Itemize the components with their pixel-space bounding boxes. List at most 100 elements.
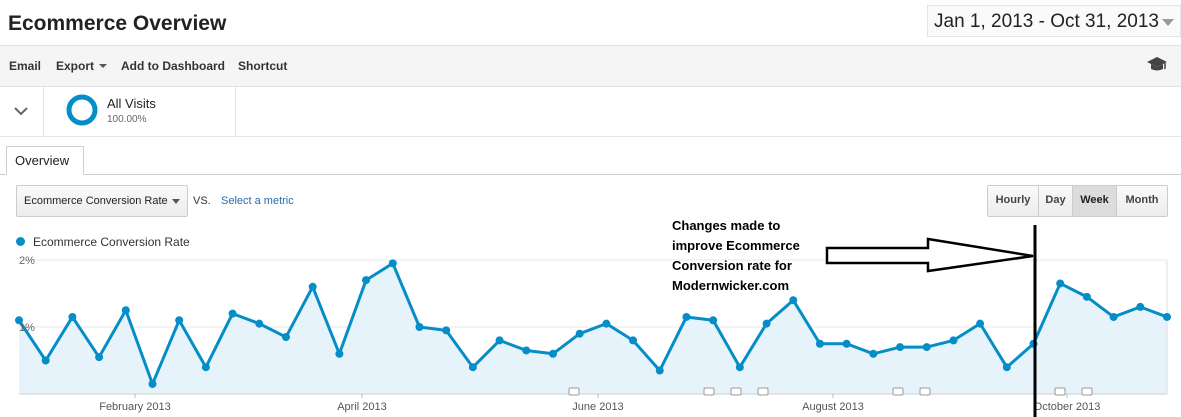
page-title: Ecommerce Overview — [8, 12, 227, 35]
annotation-marker-icon[interactable] — [757, 387, 769, 396]
data-point — [415, 323, 424, 331]
chevron-down-icon — [172, 199, 180, 204]
annotation-line: Modernwicker.com — [672, 278, 790, 293]
data-point — [949, 336, 958, 345]
data-point — [1082, 292, 1091, 301]
export-label: Export — [56, 59, 95, 73]
annotation-line: Changes made to — [672, 218, 781, 233]
y-tick-label: 1% — [19, 322, 35, 334]
export-button[interactable]: Export — [56, 59, 108, 73]
segment-percent: 100.00% — [107, 114, 147, 125]
data-point — [869, 349, 878, 358]
data-point — [442, 326, 451, 335]
data-point — [655, 366, 664, 375]
segment-bar — [0, 87, 1181, 137]
chevron-down-icon — [14, 107, 28, 116]
x-tick-label: June 2013 — [572, 401, 623, 413]
data-point — [682, 312, 691, 321]
data-point — [1109, 312, 1118, 321]
divider — [235, 87, 236, 136]
segment-ring-icon — [66, 94, 98, 126]
annotation-text: Changes made to improve Ecommerce Conver… — [672, 216, 852, 296]
data-point — [41, 356, 50, 365]
data-point — [468, 363, 477, 372]
chart-legend: Ecommerce Conversion Rate — [16, 235, 190, 249]
annotation-marker-icon[interactable] — [892, 387, 904, 396]
data-point — [121, 306, 130, 315]
graduation-cap-icon[interactable] — [1146, 56, 1168, 74]
data-point — [1163, 312, 1171, 321]
series-line — [17, 261, 1168, 386]
data-point — [15, 316, 23, 325]
data-point — [175, 316, 184, 325]
data-point — [1136, 302, 1145, 311]
x-tick-label: April 2013 — [337, 401, 387, 413]
toolbar: Email Export Add to Dashboard Shortcut — [0, 45, 1181, 87]
data-point — [1002, 363, 1011, 372]
hourly-button[interactable]: Hourly — [988, 186, 1039, 216]
legend-dot — [16, 237, 25, 246]
month-button[interactable]: Month — [1117, 186, 1167, 216]
data-point — [842, 339, 851, 348]
email-button[interactable]: Email — [9, 59, 42, 73]
data-point — [976, 319, 985, 328]
tab-overview[interactable]: Overview — [6, 146, 84, 175]
arrow-icon — [825, 237, 1034, 273]
metric-select-value: Ecommerce Conversion Rate — [24, 195, 168, 207]
week-button[interactable]: Week — [1073, 186, 1117, 216]
data-point — [201, 363, 210, 372]
data-point — [95, 353, 104, 362]
data-point — [148, 379, 157, 388]
data-point — [255, 319, 264, 328]
data-point — [522, 346, 531, 355]
annotation-marker-icon[interactable] — [1054, 387, 1066, 396]
add-to-dashboard-button[interactable]: Add to Dashboard — [121, 59, 225, 73]
annotation-marker-icon[interactable] — [703, 387, 715, 396]
data-point — [388, 259, 397, 268]
select-metric-link[interactable]: Select a metric — [221, 195, 294, 207]
data-point — [789, 296, 798, 305]
day-button[interactable]: Day — [1039, 186, 1073, 216]
data-point — [1056, 279, 1065, 288]
shortcut-button[interactable]: Shortcut — [238, 59, 288, 73]
date-range-picker[interactable]: Jan 1, 2013 - Oct 31, 2013 — [927, 5, 1181, 37]
granularity-toggle: Hourly Day Week Month — [987, 185, 1168, 217]
chevron-down-icon — [1162, 19, 1174, 26]
line-chart: 2% 1% February 2013 April 2013 June 2013 Augu… — [15, 255, 1171, 413]
vs-label: VS. — [193, 195, 211, 207]
annotation-overlay — [825, 225, 1037, 417]
annotation-line: improve Ecommerce — [672, 238, 800, 253]
data-point — [335, 349, 344, 358]
data-point — [575, 329, 584, 338]
metric-select[interactable]: Ecommerce Conversion Rate — [16, 185, 188, 217]
segment-name[interactable]: All Visits — [107, 96, 156, 111]
x-tick-label: August 2013 — [802, 401, 864, 413]
data-point — [602, 319, 611, 328]
y-tick-label: 2% — [19, 255, 35, 267]
data-point — [308, 282, 317, 291]
annotation-marker-icon[interactable] — [730, 387, 742, 396]
data-point — [495, 336, 504, 345]
data-point — [762, 319, 771, 328]
caret-down-icon — [99, 64, 108, 68]
x-tick-label: February 2013 — [99, 401, 171, 413]
data-point — [815, 339, 824, 348]
data-point — [735, 363, 744, 372]
data-point — [709, 316, 718, 325]
annotation-marker-icon[interactable] — [568, 387, 580, 396]
data-point — [922, 343, 931, 352]
data-point — [362, 276, 371, 285]
date-range-text: Jan 1, 2013 - Oct 31, 2013 — [934, 11, 1159, 32]
annotation-marker-icon[interactable] — [919, 387, 931, 396]
x-tick-label: October 2013 — [1034, 401, 1101, 413]
data-point — [629, 336, 638, 345]
annotation-marker-icon[interactable] — [1081, 387, 1093, 396]
data-point — [228, 309, 237, 318]
data-point — [548, 349, 557, 358]
data-point — [68, 312, 77, 321]
data-point — [281, 333, 290, 342]
legend-label: Ecommerce Conversion Rate — [33, 235, 190, 249]
segment-toggle[interactable] — [0, 87, 44, 136]
annotation-line: Conversion rate for — [672, 258, 792, 273]
data-point — [896, 343, 905, 352]
